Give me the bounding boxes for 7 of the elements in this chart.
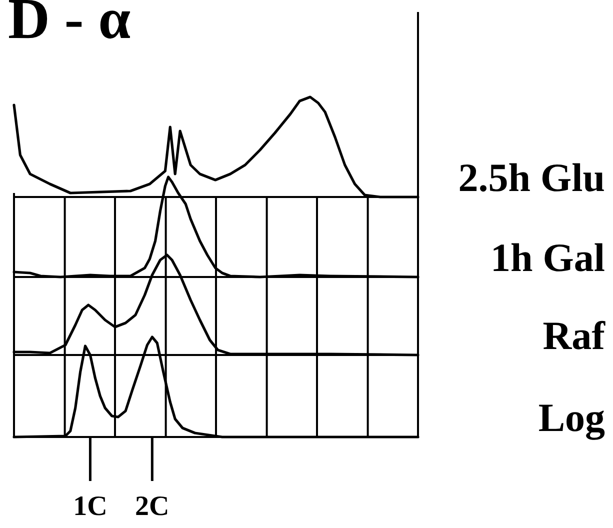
text: Raf bbox=[542, 313, 606, 358]
chart-title: D - α bbox=[8, 0, 131, 51]
x-tick-label: 2C bbox=[135, 491, 170, 522]
series-label: 2.5h Glu bbox=[458, 155, 605, 200]
series-label: 1h Gal bbox=[490, 235, 605, 280]
text: Log bbox=[538, 395, 605, 440]
x-tick-label: 1C bbox=[73, 491, 108, 522]
